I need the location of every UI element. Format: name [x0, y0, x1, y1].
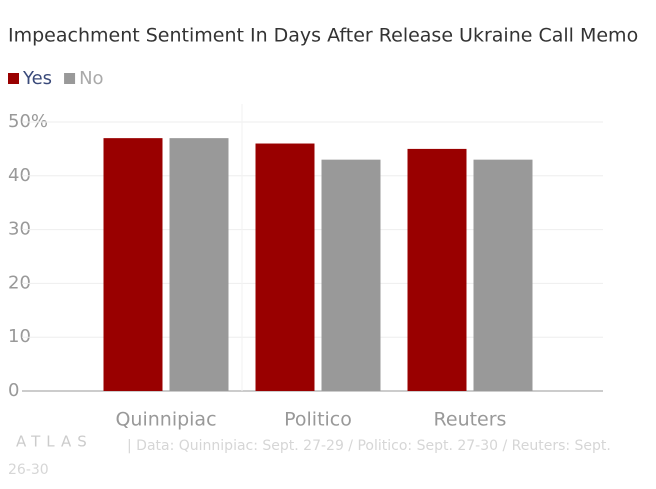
bar	[321, 159, 381, 391]
bar	[473, 159, 533, 391]
source-note: | Data: Quinnipiac: Sept. 27-29 / Politi…	[8, 438, 611, 478]
y-tick-label: 30	[8, 219, 31, 240]
y-tick-label: 10	[8, 326, 31, 347]
bar	[255, 143, 315, 391]
logo: ATLAS	[16, 433, 93, 451]
y-tick-label: 20	[8, 272, 31, 293]
bar	[103, 138, 163, 391]
x-tick-label: Quinnipiac	[115, 409, 216, 431]
x-tick-label: Reuters	[434, 409, 507, 431]
y-tick-label: 40	[8, 165, 31, 186]
legend-swatch	[64, 73, 76, 84]
x-tick-label: Politico	[284, 409, 352, 431]
chart-title: Impeachment Sentiment In Days After Rele…	[8, 25, 638, 47]
legend-label: Yes	[22, 68, 52, 89]
bar	[407, 148, 467, 391]
legend-label: No	[79, 68, 103, 89]
y-tick-label: 0	[8, 380, 19, 401]
legend-swatch	[8, 73, 19, 84]
bar	[169, 138, 229, 391]
